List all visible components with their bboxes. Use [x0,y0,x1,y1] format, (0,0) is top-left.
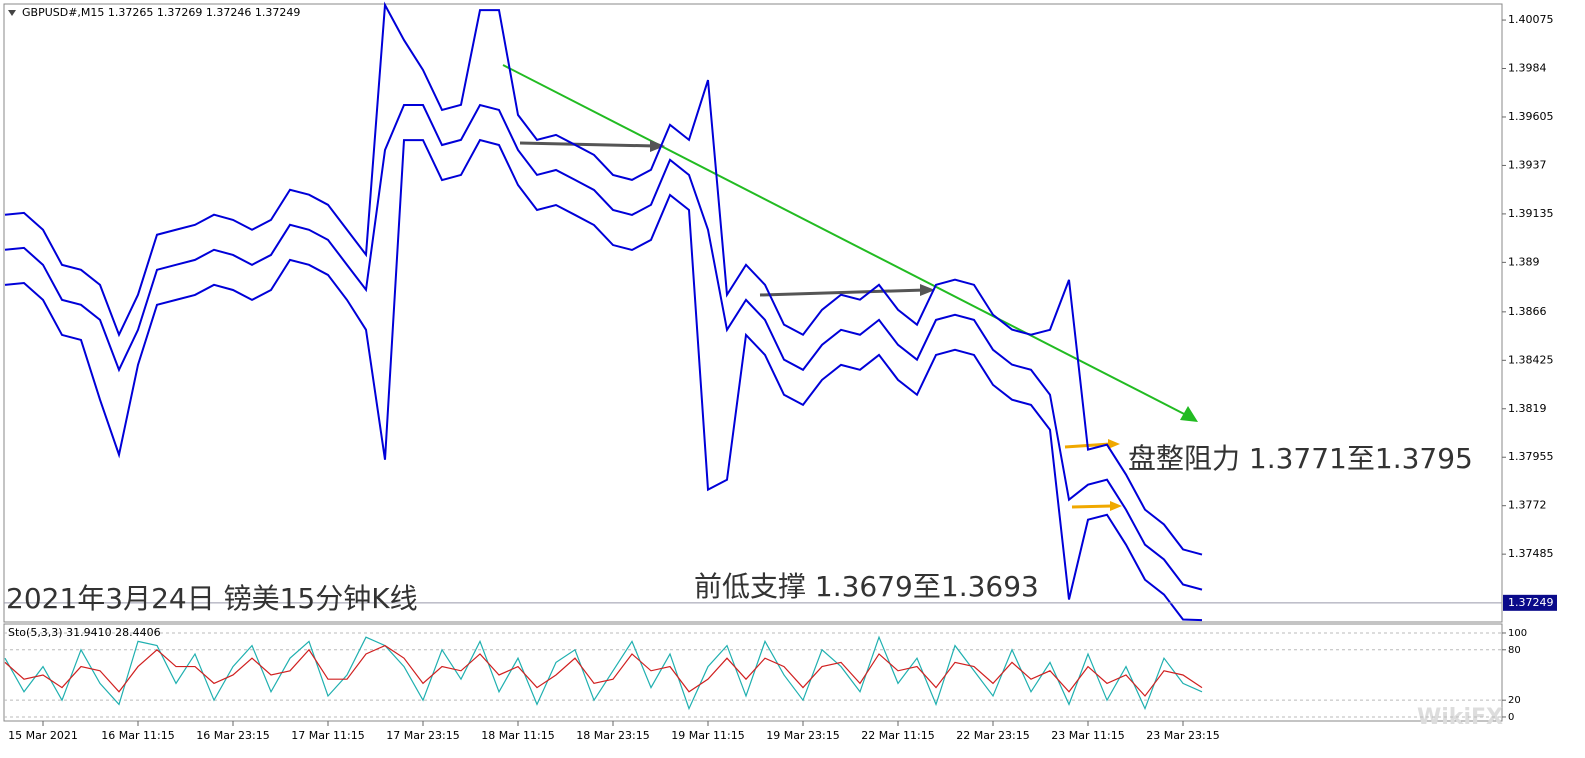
arrow-head [1110,501,1122,511]
y-tick-label: 0 [1508,712,1514,723]
y-tick-label: 1.39135 [1508,207,1554,220]
menu-icon [8,10,16,16]
x-tick-label: 16 Mar 11:15 [101,729,174,742]
trendline [502,64,1191,418]
y-tick-label: 1.40075 [1508,13,1554,26]
gray-arrow [759,288,926,297]
watermark: WikiFX [1417,705,1503,730]
x-tick-label: 15 Mar 2021 [8,729,78,742]
y-tick-label: 1.3866 [1508,305,1547,318]
price-panel [3,3,1503,623]
y-tick-label: 20 [1508,695,1521,706]
series-line [4,1,1203,556]
trend-arrow [1180,406,1198,422]
y-tick-label: 1.3937 [1508,158,1547,171]
x-tick-label: 17 Mar 11:15 [291,729,364,742]
x-tick-label: 18 Mar 23:15 [576,729,649,742]
arrow-head [1108,439,1120,449]
panel-title: GBPUSD#,M15 1.37265 1.37269 1.37246 1.37… [22,6,300,19]
last-price-box [1503,594,1557,611]
arrow-head [650,140,665,152]
stoch-panel [3,623,1503,722]
x-tick-label: 19 Mar 11:15 [671,729,744,742]
y-tick-label: 80 [1508,645,1521,656]
y-tick-label: 1.39605 [1508,110,1554,123]
y-tick-label: 1.3819 [1508,402,1547,415]
series-line [4,644,1203,697]
x-tick-label: 17 Mar 23:15 [386,729,459,742]
x-tick-label: 23 Mar 23:15 [1146,729,1219,742]
annotation: 2021年3月24日 镑美15分钟K线 [6,582,418,615]
x-tick-label: 22 Mar 23:15 [956,729,1029,742]
y-tick-label: 100 [1508,628,1527,639]
x-tick-label: 19 Mar 23:15 [766,729,839,742]
last-price-label: 1.37249 [1508,596,1554,609]
annotation: 盘整阻力 1.3771至1.3795 [1128,442,1473,475]
y-tick-label: 1.3984 [1508,62,1547,75]
y-tick-label: 1.3772 [1508,499,1547,512]
x-tick-label: 18 Mar 11:15 [481,729,554,742]
gray-arrow [519,141,656,148]
y-tick-label: 1.389 [1508,255,1540,268]
x-tick-label: 23 Mar 11:15 [1051,729,1124,742]
y-tick-label: 1.38425 [1508,353,1554,366]
y-tick-label: 1.37955 [1508,450,1554,463]
x-tick-label: 16 Mar 23:15 [196,729,269,742]
y-tick-label: 1.37485 [1508,547,1554,560]
annotation: 前低支撑 1.3679至1.3693 [694,570,1039,603]
series-line [4,103,1203,591]
panel-title: Sto(5,3,3) 31.9410 28.4406 [8,626,161,639]
x-tick-label: 22 Mar 11:15 [861,729,934,742]
orange-arrow [1071,504,1113,509]
series-line [4,138,1203,622]
arrow-head [920,284,935,296]
